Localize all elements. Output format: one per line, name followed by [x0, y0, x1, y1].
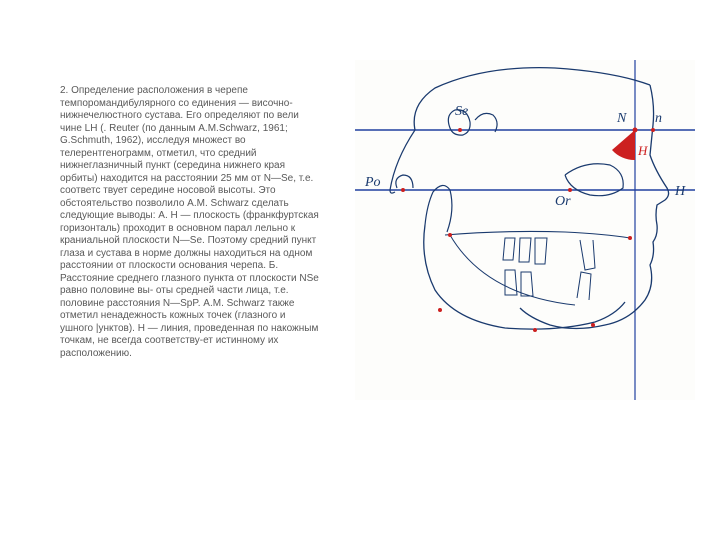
label-n-lower: n	[655, 111, 662, 126]
marker-or	[568, 188, 572, 192]
marker-ans	[628, 236, 632, 240]
marker-n	[633, 128, 638, 133]
marker-se	[458, 128, 462, 132]
label-se: Se	[455, 104, 468, 119]
marker-n-skin	[651, 128, 655, 132]
label-or: Or	[555, 194, 571, 209]
label-h: H	[674, 184, 686, 199]
label-n-upper: N	[616, 111, 627, 126]
diagram-bg	[355, 60, 695, 400]
marker-gn	[591, 323, 595, 327]
label-po: Po	[364, 175, 381, 190]
label-h-red: H	[637, 143, 648, 158]
marker-po	[401, 188, 405, 192]
body-text: 2. Определение расположения в черепе тем…	[60, 85, 320, 360]
marker-me	[533, 328, 537, 332]
marker-pns	[448, 233, 452, 237]
marker-go	[438, 308, 442, 312]
cephalometric-diagram: Se N n H Po Or H	[355, 60, 695, 400]
